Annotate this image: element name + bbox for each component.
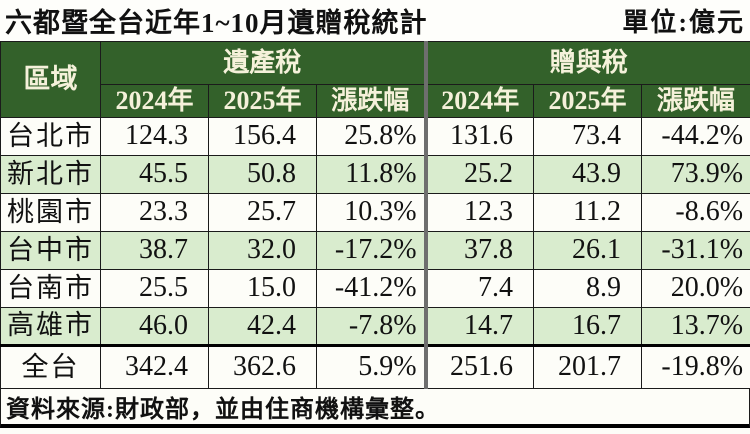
header-estate-2025: 2025年 [208, 84, 317, 118]
gift-change-cell: -19.8% [641, 344, 750, 389]
gift-2024-cell: 251.6 [423, 344, 535, 389]
gift-2024-cell: 25.2 [423, 155, 535, 194]
header-estate-change: 漲跌幅 [315, 84, 427, 118]
tax-statistics-table: 區域 遺產稅 贈與稅 2024年 2025年 漲跌幅 2024年 2025年 漲… [0, 41, 750, 389]
region-cell: 台中市 [0, 231, 101, 270]
gift-2024-cell: 37.8 [423, 231, 535, 270]
source-note: 資料來源:財政部，並由住商機構彙整。 [0, 389, 750, 428]
region-cell: 桃園市 [0, 193, 101, 232]
gift-2025-cell: 73.4 [533, 117, 643, 156]
estate-change-cell: -17.2% [315, 231, 427, 270]
table-row-newtaipei: 新北市 45.5 50.8 11.8% 25.2 43.9 73.9% [0, 155, 750, 194]
estate-2025-cell: 156.4 [208, 117, 317, 156]
table-row-kaohsiung: 高雄市 46.0 42.4 -7.8% 14.7 16.7 13.7% [0, 307, 750, 346]
gift-change-cell: -8.6% [641, 193, 750, 232]
gift-change-cell: -44.2% [641, 117, 750, 156]
header-gift-change: 漲跌幅 [641, 84, 750, 118]
header-gift-2025: 2025年 [533, 84, 643, 118]
estate-2024-cell: 45.5 [100, 155, 209, 194]
gift-2025-cell: 8.9 [533, 269, 643, 308]
estate-2025-cell: 32.0 [208, 231, 317, 270]
estate-change-cell: 25.8% [315, 117, 427, 156]
estate-2025-cell: 25.7 [208, 193, 317, 232]
estate-2025-cell: 362.6 [208, 344, 317, 389]
gift-2024-cell: 7.4 [423, 269, 535, 308]
estate-2024-cell: 38.7 [100, 231, 209, 270]
gift-2025-cell: 26.1 [533, 231, 643, 270]
header-group-row: 區域 遺產稅 贈與稅 [0, 41, 750, 118]
header-gift-tax-group: 贈與稅 [423, 41, 750, 85]
gift-2025-cell: 43.9 [533, 155, 643, 194]
region-cell: 新北市 [0, 155, 101, 194]
gift-2025-cell: 16.7 [533, 307, 643, 346]
table-row-taichung: 台中市 38.7 32.0 -17.2% 37.8 26.1 -31.1% [0, 231, 750, 270]
region-cell: 高雄市 [0, 307, 101, 346]
table-row-taoyuan: 桃園市 23.3 25.7 10.3% 12.3 11.2 -8.6% [0, 193, 750, 232]
table-row-tainan: 台南市 25.5 15.0 -41.2% 7.4 8.9 20.0% [0, 269, 750, 308]
estate-2024-cell: 23.3 [100, 193, 209, 232]
gift-change-cell: 13.7% [641, 307, 750, 346]
estate-2025-cell: 50.8 [208, 155, 317, 194]
gift-2025-cell: 11.2 [533, 193, 643, 232]
estate-change-cell: 11.8% [315, 155, 427, 194]
gift-change-cell: 73.9% [641, 155, 750, 194]
region-cell: 台北市 [0, 117, 101, 156]
gift-change-cell: -31.1% [641, 231, 750, 270]
title-bar: 六都暨全台近年1~10月遺贈稅統計 單位:億元 [0, 0, 750, 41]
estate-2024-cell: 342.4 [100, 344, 209, 389]
estate-change-cell: -7.8% [315, 307, 427, 346]
estate-change-cell: -41.2% [315, 269, 427, 308]
estate-2024-cell: 124.3 [100, 117, 209, 156]
estate-2024-cell: 46.0 [100, 307, 209, 346]
table-row-total: 全台 342.4 362.6 5.9% 251.6 201.7 -19.8% [0, 344, 750, 389]
gift-change-cell: 20.0% [641, 269, 750, 308]
unit-label: 單位:億元 [622, 8, 745, 37]
estate-change-cell: 5.9% [315, 344, 427, 389]
region-cell: 台南市 [0, 269, 101, 308]
header-estate-tax-group: 遺產稅 [99, 41, 427, 85]
table-row-taipei: 台北市 124.3 156.4 25.8% 131.6 73.4 -44.2% [0, 117, 750, 156]
estate-2024-cell: 25.5 [100, 269, 209, 308]
estate-change-cell: 10.3% [315, 193, 427, 232]
header-gift-2024: 2024年 [423, 84, 535, 118]
header-region: 區域 [0, 41, 101, 118]
gift-2024-cell: 131.6 [423, 117, 535, 156]
estate-2025-cell: 42.4 [208, 307, 317, 346]
header-sub-row: 2024年 2025年 漲跌幅 2024年 2025年 漲跌幅 [1, 84, 750, 118]
gift-2025-cell: 201.7 [533, 344, 643, 389]
page-title: 六都暨全台近年1~10月遺贈稅統計 [5, 8, 428, 38]
header-estate-2024: 2024年 [100, 84, 209, 118]
gift-2024-cell: 12.3 [423, 193, 535, 232]
gift-2024-cell: 14.7 [423, 307, 535, 346]
region-cell: 全台 [0, 344, 101, 389]
estate-2025-cell: 15.0 [208, 269, 317, 308]
